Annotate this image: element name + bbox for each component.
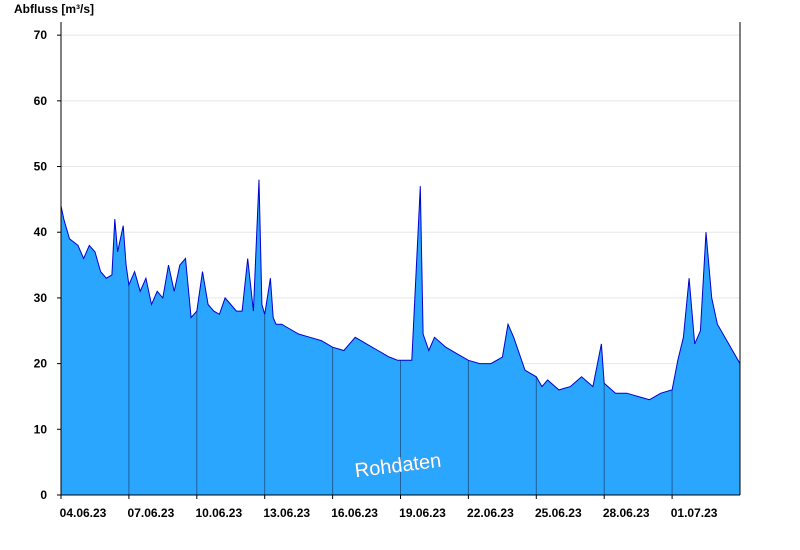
y-tick-label: 60: [34, 94, 48, 108]
y-ticks: 0 10 20 30 40 50 60 70: [34, 28, 61, 502]
x-tick-label: 22.06.23: [467, 506, 514, 520]
x-tick-label: 19.06.23: [399, 506, 446, 520]
y-tick-label: 0: [40, 488, 47, 502]
x-tick-label: 13.06.23: [263, 506, 310, 520]
x-tick-label: 07.06.23: [128, 506, 175, 520]
y-axis-title: Abfluss [m³/s]: [14, 2, 94, 16]
y-tick-label: 10: [34, 422, 48, 436]
x-tick-label: 10.06.23: [195, 506, 242, 520]
x-tick-label: 28.06.23: [603, 506, 650, 520]
x-tick-label: 25.06.23: [535, 506, 582, 520]
x-ticks: 04.06.23 07.06.23 10.06.23 13.06.23 16.06.23…: [60, 495, 718, 520]
x-tick-label: 16.06.23: [331, 506, 378, 520]
day-marker-lines: [128, 284, 673, 495]
y-tick-label: 50: [34, 160, 48, 174]
y-tick-label: 20: [34, 357, 48, 371]
discharge-line: [60, 179, 741, 401]
y-tick-label: 40: [34, 225, 48, 239]
x-tick-label: 04.06.23: [60, 506, 107, 520]
discharge-area: [61, 179, 740, 495]
y-tick-label: 30: [34, 291, 48, 305]
y-tick-label: 70: [34, 28, 48, 42]
x-tick-label: 01.07.23: [671, 506, 718, 520]
